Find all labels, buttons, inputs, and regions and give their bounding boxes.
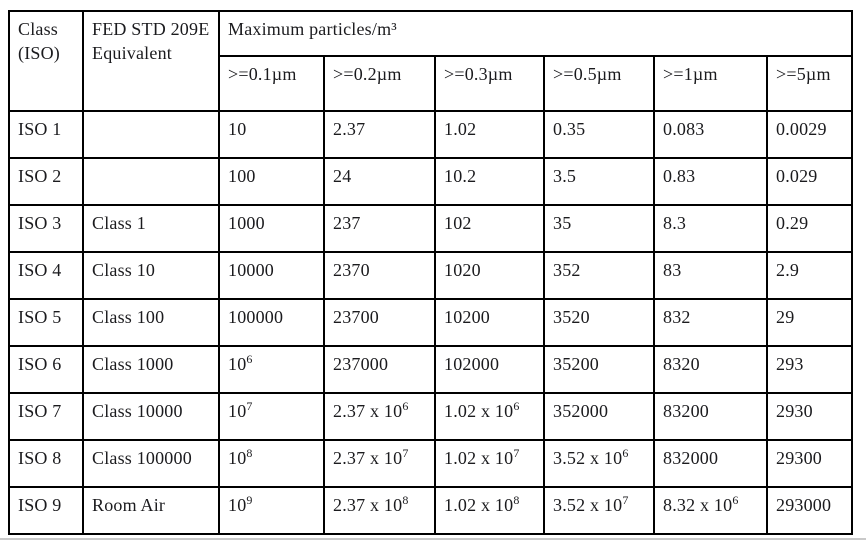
particle-value-cell: 8.3 — [653, 204, 768, 253]
particle-value-cell: 29 — [766, 298, 853, 347]
particle-value-cell: 3.52 x 107 — [543, 486, 655, 535]
particle-value-cell: 1020 — [434, 251, 545, 300]
particle-value-cell: 0.83 — [653, 157, 768, 206]
particle-value-cell: 3.5 — [543, 157, 655, 206]
header-size-0-1um: >=0.1µm — [218, 55, 325, 112]
particle-value-cell: 8.32 x 106 — [653, 486, 768, 535]
header-row-top: Class (ISO) FED STD 209E Equivalent Maxi… — [8, 10, 853, 112]
fed-std-cell: Class 1 — [82, 204, 220, 253]
particle-value-cell: 1000 — [218, 204, 325, 253]
table-row: ISO 8 Class 100000 108 2.37 x 107 1.02 x 107… — [8, 439, 853, 488]
particle-value-cell: 2930 — [766, 392, 853, 441]
particle-value-cell: 352 — [543, 251, 655, 300]
fed-std-cell — [82, 157, 220, 206]
particle-value-cell: 35 — [543, 204, 655, 253]
iso-class-cell: ISO 9 — [8, 486, 84, 535]
table-row: ISO 3 Class 1 1000 237 102 35 8.3 0.29 — [8, 204, 853, 253]
particle-value-cell: 35200 — [543, 345, 655, 394]
particle-value-cell: 3.52 x 106 — [543, 439, 655, 488]
fed-std-cell: Room Air — [82, 486, 220, 535]
table-row: ISO 4 Class 10 10000 2370 1020 352 83 2.9 — [8, 251, 853, 300]
iso-class-cell: ISO 1 — [8, 110, 84, 159]
header-size-0-2um: >=0.2µm — [323, 55, 436, 112]
particle-value-cell: 0.029 — [766, 157, 853, 206]
header-class-iso: Class (ISO) — [8, 10, 84, 112]
particle-value-cell: 2.37 — [323, 110, 436, 159]
particle-value-cell: 1.02 — [434, 110, 545, 159]
particle-value-cell: 3520 — [543, 298, 655, 347]
header-max-particles: Maximum particles/m³ — [218, 10, 853, 57]
table-row: ISO 7 Class 10000 107 2.37 x 106 1.02 x 106 3… — [8, 392, 853, 441]
header-size-5um: >=5µm — [766, 55, 853, 112]
table-row: ISO 9 Room Air 109 2.37 x 108 1.02 x 108 3.52… — [8, 486, 853, 535]
particle-value-cell: 83200 — [653, 392, 768, 441]
iso-class-cell: ISO 2 — [8, 157, 84, 206]
header-row-sizes: >=0.1µm >=0.2µm >=0.3µm >=0.5µm >=1µm >=… — [9, 55, 853, 112]
particle-value-cell: 2.37 x 107 — [323, 439, 436, 488]
iso-class-cell: ISO 6 — [8, 345, 84, 394]
particle-value-cell: 100000 — [218, 298, 325, 347]
particle-value-cell: 83 — [653, 251, 768, 300]
particle-value-cell: 293 — [766, 345, 853, 394]
particle-value-cell: 237 — [323, 204, 436, 253]
particle-value-cell: 0.29 — [766, 204, 853, 253]
fed-std-cell: Class 100000 — [82, 439, 220, 488]
particle-value-cell: 352000 — [543, 392, 655, 441]
particle-value-cell: 8320 — [653, 345, 768, 394]
fed-std-cell: Class 100 — [82, 298, 220, 347]
particle-value-cell: 10 — [218, 110, 325, 159]
particle-value-cell: 237000 — [323, 345, 436, 394]
fed-std-cell — [82, 110, 220, 159]
table-row: ISO 2 100 24 10.2 3.5 0.83 0.029 — [8, 157, 853, 206]
particle-value-cell: 106 — [218, 345, 325, 394]
particle-value-cell: 109 — [218, 486, 325, 535]
header-size-1um: >=1µm — [653, 55, 768, 112]
fed-std-cell: Class 10000 — [82, 392, 220, 441]
scan-artifact-line — [0, 538, 866, 540]
particle-value-cell: 107 — [218, 392, 325, 441]
particle-value-cell: 0.0029 — [766, 110, 853, 159]
iso-class-cell: ISO 3 — [8, 204, 84, 253]
cleanroom-classification-table: Class (ISO) FED STD 209E Equivalent Maxi… — [8, 10, 853, 535]
particle-value-cell: 1.02 x 107 — [434, 439, 545, 488]
particle-value-cell: 100 — [218, 157, 325, 206]
table-row: ISO 5 Class 100 100000 23700 10200 3520 832 29 — [8, 298, 853, 347]
header-fed-std: FED STD 209E Equivalent — [82, 10, 220, 112]
particle-value-cell: 102 — [434, 204, 545, 253]
particle-value-cell: 293000 — [766, 486, 853, 535]
table-row: ISO 1 10 2.37 1.02 0.35 0.083 0.0029 — [8, 110, 853, 159]
particle-value-cell: 2.37 x 108 — [323, 486, 436, 535]
particle-value-cell: 2.9 — [766, 251, 853, 300]
particle-value-cell: 10.2 — [434, 157, 545, 206]
particle-value-cell: 1.02 x 106 — [434, 392, 545, 441]
iso-class-cell: ISO 5 — [8, 298, 84, 347]
fed-std-cell: Class 10 — [82, 251, 220, 300]
particle-value-cell: 2.37 x 106 — [323, 392, 436, 441]
iso-class-cell: ISO 7 — [8, 392, 84, 441]
particle-value-cell: 10000 — [218, 251, 325, 300]
fed-std-cell: Class 1000 — [82, 345, 220, 394]
table-row: ISO 6 Class 1000 106 237000 102000 35200 8320 2… — [8, 345, 853, 394]
header-size-0-3um: >=0.3µm — [434, 55, 545, 112]
particle-value-cell: 24 — [323, 157, 436, 206]
particle-value-cell: 1.02 x 108 — [434, 486, 545, 535]
particle-value-cell: 10200 — [434, 298, 545, 347]
particle-value-cell: 0.35 — [543, 110, 655, 159]
particle-value-cell: 2370 — [323, 251, 436, 300]
particle-value-cell: 102000 — [434, 345, 545, 394]
particle-value-cell: 832 — [653, 298, 768, 347]
particle-value-cell: 23700 — [323, 298, 436, 347]
header-size-0-5um: >=0.5µm — [543, 55, 655, 112]
particle-value-cell: 832000 — [653, 439, 768, 488]
particle-value-cell: 108 — [218, 439, 325, 488]
iso-class-cell: ISO 4 — [8, 251, 84, 300]
particle-value-cell: 0.083 — [653, 110, 768, 159]
iso-class-cell: ISO 8 — [8, 439, 84, 488]
table-body: ISO 1 10 2.37 1.02 0.35 0.083 0.0029 ISO 2 100 24… — [8, 110, 853, 535]
particle-value-cell: 29300 — [766, 439, 853, 488]
